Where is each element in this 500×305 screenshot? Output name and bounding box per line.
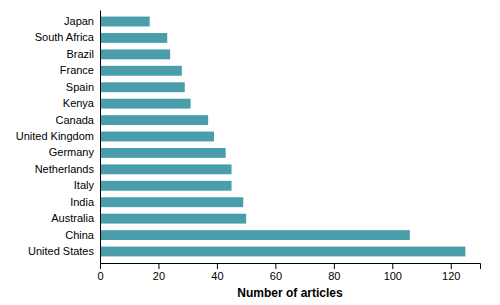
y-tick-label: Italy	[74, 179, 95, 191]
x-tick-label: 0	[97, 270, 103, 282]
x-tick-label: 60	[270, 270, 282, 282]
x-tick-mark	[100, 263, 101, 269]
bar	[100, 49, 170, 59]
x-tick: 20	[153, 263, 165, 282]
bar	[100, 164, 232, 174]
y-tick: Germany	[49, 146, 95, 158]
bar	[100, 33, 167, 43]
bars	[100, 17, 465, 257]
x-tick: 40	[211, 263, 223, 282]
bar	[100, 99, 191, 109]
x-tick-mark	[158, 263, 159, 269]
y-tick: Australia	[51, 212, 95, 224]
bar	[100, 66, 182, 76]
x-tick-label: 100	[384, 270, 402, 282]
y-tick: China	[65, 229, 95, 241]
bar	[100, 197, 243, 207]
y-tick-label: Netherlands	[35, 163, 95, 175]
bar	[100, 115, 208, 125]
x-axis-title: Number of articles	[237, 286, 343, 300]
x-tick: 60	[270, 263, 282, 282]
bar	[100, 17, 150, 27]
y-tick: South Africa	[35, 31, 95, 43]
x-tick-mark	[275, 263, 276, 269]
x-tick-mark	[451, 263, 452, 269]
y-tick: Spain	[66, 81, 94, 93]
bar	[100, 181, 232, 191]
y-tick-label: India	[70, 196, 95, 208]
bar	[100, 214, 246, 224]
y-tick: Netherlands	[35, 163, 95, 175]
y-tick: Brazil	[66, 48, 94, 60]
y-tick: United Kingdom	[16, 130, 94, 142]
x-tick: 100	[384, 263, 402, 282]
plot: 0 20 40 60 80 100 120 United States China Austral…	[16, 11, 481, 282]
y-tick-label: Japan	[64, 15, 94, 27]
x-tick-label: 20	[153, 270, 165, 282]
y-tick: Japan	[64, 15, 94, 27]
y-tick-label: South Africa	[35, 31, 95, 43]
y-tick-label: Australia	[51, 212, 95, 224]
y-axis: United States China Australia India Italy Net…	[16, 11, 101, 264]
bar	[100, 82, 185, 92]
y-tick-label: China	[65, 229, 95, 241]
x-tick: 0	[97, 263, 103, 282]
y-tick-label: France	[60, 64, 94, 76]
x-tick-mark	[217, 263, 218, 269]
bar	[100, 132, 214, 142]
y-tick-label: Spain	[66, 81, 94, 93]
bar	[100, 247, 465, 257]
axis-line	[101, 264, 481, 270]
x-tick-label: 80	[328, 270, 340, 282]
bar	[100, 230, 410, 240]
y-tick: United States	[28, 245, 95, 257]
x-tick-mark	[392, 263, 393, 269]
y-tick-label: United Kingdom	[16, 130, 94, 142]
y-tick-label: United States	[28, 245, 95, 257]
y-tick: France	[60, 64, 94, 76]
x-axis: 0 20 40 60 80 100 120	[97, 263, 480, 282]
x-tick: 120	[442, 263, 460, 282]
y-tick-label: Brazil	[66, 48, 94, 60]
x-tick: 80	[328, 263, 340, 282]
chart: 0 20 40 60 80 100 120 United States China Austral…	[0, 0, 500, 305]
y-tick-label: Canada	[55, 114, 94, 126]
x-tick-label: 120	[442, 270, 460, 282]
y-tick-label: Kenya	[63, 97, 95, 109]
y-tick: Canada	[55, 114, 94, 126]
y-tick: India	[70, 196, 95, 208]
x-tick-label: 40	[211, 270, 223, 282]
bar	[100, 148, 226, 158]
y-tick-label: Germany	[49, 146, 95, 158]
axis-line	[100, 11, 101, 264]
y-tick: Kenya	[63, 97, 95, 109]
y-tick: Italy	[74, 179, 95, 191]
x-tick-mark	[334, 263, 335, 269]
